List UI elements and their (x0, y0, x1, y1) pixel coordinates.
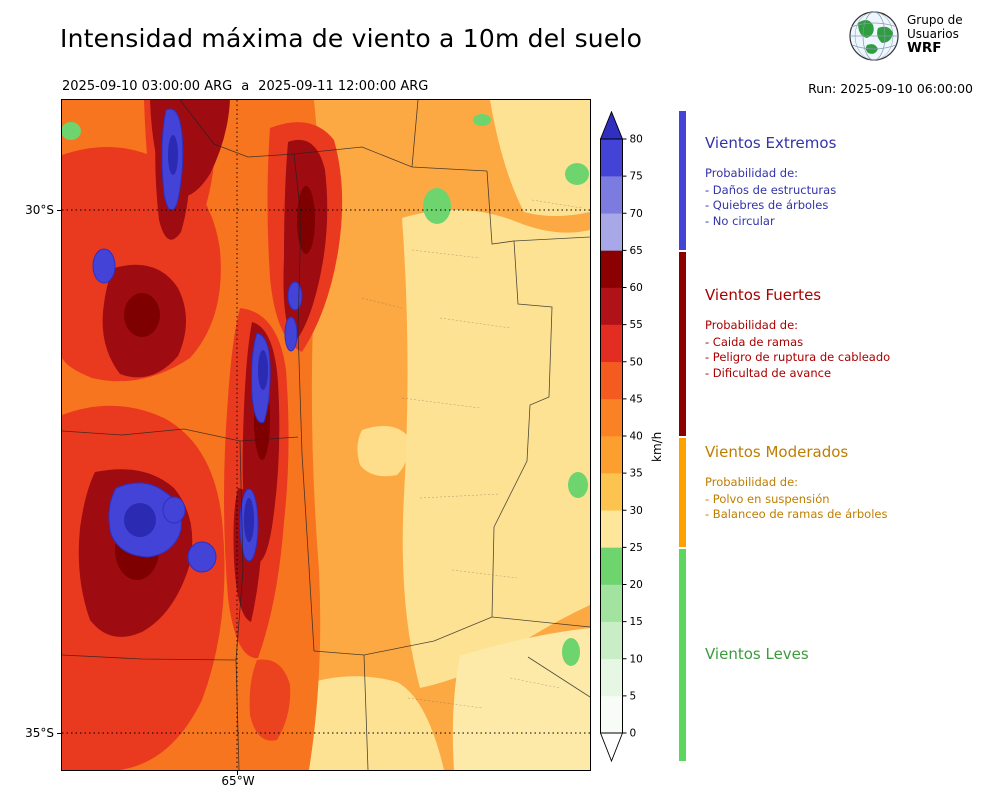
legend-item: - Polvo en suspensión (705, 491, 830, 506)
colorbar: 0 5 10 15 20 25 30 35 40 45 50 55 60 65 70 75 80 (600, 111, 643, 763)
legend-item: - Daños de estructuras (705, 182, 837, 197)
colorbar-tick-label: 40 (630, 431, 643, 443)
colorbar-segment (600, 473, 623, 511)
period-end: 2025-09-11 12:00:00 ARG (258, 79, 429, 94)
colorbar-unit-label: km/h (650, 431, 664, 462)
legend-title: Vientos Fuertes (705, 286, 822, 304)
colorbar-tick-label: 65 (630, 245, 643, 257)
colorbar-segment (600, 213, 623, 251)
category-bar-fuertes (679, 252, 686, 436)
colorbar-segment (600, 621, 623, 660)
axis-tick-mark (237, 771, 238, 775)
legend-item: - Caida de ramas (705, 334, 804, 349)
logo-line-1: Grupo de (907, 13, 963, 27)
map-green-regions (62, 114, 589, 666)
colorbar-segment (600, 436, 623, 474)
globe-icon (849, 11, 899, 61)
legend-vientos-leves: Vientos Leves (705, 645, 995, 677)
legend-probability-heading: Probabilidad de: (705, 475, 799, 489)
colorbar-tick-label: 15 (630, 616, 643, 628)
colorbar-tick-label: 60 (630, 282, 643, 294)
legend-vientos-fuertes: Vientos Fuertes Probabilidad de: - Caida… (705, 286, 995, 381)
legend-item: - Quiebres de árboles (705, 198, 829, 212)
run-label: Run: 2025-09-10 06:00:00 (808, 81, 973, 96)
logo-line-2: Usuarios (907, 27, 959, 41)
colorbar-segment (600, 250, 623, 288)
legend-item: - No circular (705, 213, 775, 228)
wrf-logo: Grupo de Usuarios WRF (848, 10, 963, 62)
colorbar-tick-label: 25 (630, 542, 643, 554)
valid-period: 2025-09-10 03:00:00 ARG a 2025-09-11 12:00… (62, 79, 428, 94)
colorbar-over-arrow (600, 111, 624, 140)
graticule-lines (62, 100, 590, 770)
period-separator: a (241, 79, 250, 94)
legend-title: Vientos Leves (705, 645, 809, 663)
colorbar-segment (600, 324, 623, 363)
lon-tick-label-65w: 65°W (221, 774, 255, 788)
colorbar-tick-label: 55 (630, 319, 643, 331)
colorbar-tick-label: 80 (630, 134, 643, 146)
legend-item: - Peligro de ruptura de cableado (705, 350, 891, 364)
colorbar-segment (600, 547, 623, 585)
department-borders (361, 199, 583, 709)
colorbar-segment (600, 695, 623, 734)
legend-probability-heading: Probabilidad de: (705, 318, 799, 332)
colorbar-segment (600, 139, 623, 177)
legend-vientos-extremos: Vientos Extremos Probabilidad de: - Daño… (705, 134, 995, 229)
colorbar-segment (600, 361, 623, 400)
colorbar-segment (600, 658, 623, 697)
colorbar-under-arrow (600, 732, 624, 763)
map-frame (61, 99, 591, 771)
colorbar-tick-label: 20 (630, 579, 643, 591)
colorbar-segment (600, 584, 623, 622)
logo-line-3: WRF (907, 40, 942, 56)
colorbar-segment (600, 287, 623, 325)
map-khaki-pale (452, 628, 590, 770)
map-extreme-blue-cores (124, 135, 268, 542)
figure-title: Intensidad máxima de viento a 10m del su… (60, 24, 643, 53)
legend-item: - Balanceo de ramas de árboles (705, 507, 888, 521)
colorbar-tick-label: 75 (630, 171, 643, 183)
colorbar-tick-label: 5 (630, 690, 637, 702)
legend-probability-heading: Probabilidad de: (705, 166, 799, 180)
colorbar-tick-label: 70 (630, 208, 643, 220)
logo-text: Grupo de Usuarios WRF (907, 10, 963, 55)
legend-title: Vientos Extremos (705, 134, 837, 152)
category-bar-leves (679, 549, 686, 761)
colorbar-tick-label: 45 (630, 393, 643, 405)
province-borders (62, 100, 590, 770)
colorbar-tick-label: 50 (630, 356, 643, 368)
wind-intensity-map (62, 100, 590, 770)
colorbar-segment (600, 398, 623, 437)
period-start: 2025-09-10 03:00:00 ARG (62, 79, 233, 94)
colorbar-tick-label: 10 (630, 653, 643, 665)
legend-vientos-moderados: Vientos Moderados Probabilidad de: - Pol… (705, 443, 995, 523)
legend-title: Vientos Moderados (705, 443, 849, 461)
colorbar-tick-label: 35 (630, 468, 643, 480)
axis-tick-mark (57, 733, 61, 734)
lat-tick-label-35s: 35°S (25, 726, 54, 740)
category-bar-moderados (679, 438, 686, 548)
category-bar-extremos (679, 111, 686, 251)
map-khaki-regions (292, 100, 590, 770)
lat-tick-label-30s: 30°S (25, 203, 54, 217)
axis-tick-mark (57, 210, 61, 211)
legend-item: - Dificultad de avance (705, 365, 832, 380)
colorbar-segment (600, 176, 623, 214)
colorbar-tick-label: 30 (630, 505, 643, 517)
colorbar-tick-label: 0 (630, 728, 637, 740)
colorbar-segment (600, 510, 623, 548)
